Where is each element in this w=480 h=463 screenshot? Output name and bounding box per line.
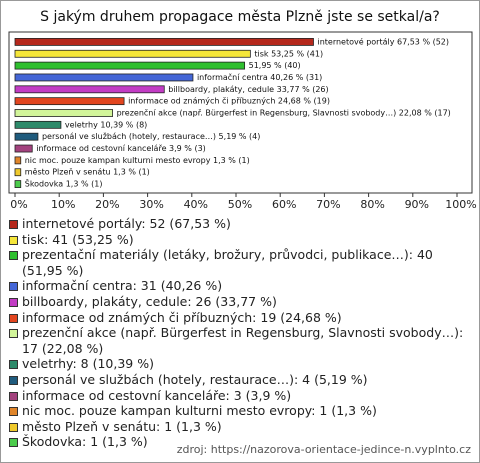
legend-item: Škodovka: 1 (1,3 %)	[9, 434, 471, 450]
x-tick-label: 100%	[445, 198, 476, 211]
chart: S jakým druhem propagace města Plzně jst…	[8, 9, 477, 211]
legend-swatch	[9, 438, 18, 448]
bar	[14, 61, 246, 70]
bar	[14, 73, 194, 82]
x-tick-label: 0%	[10, 198, 27, 211]
legend-label: prezentační materiály (letáky, brožury, …	[22, 247, 433, 278]
legend-item: prezenční akce (např. Bürgerfest in Rege…	[9, 325, 471, 356]
legend-swatch	[9, 407, 18, 417]
legend-item: informace od známých či příbuzných: 19 (…	[9, 310, 471, 326]
x-tick-label: 70%	[316, 198, 340, 211]
value-label: personál ve službách (hotely, restaurace…	[42, 132, 260, 141]
legend-label: tisk: 41 (53,25 %)	[22, 231, 134, 247]
legend-item: nic moc. pouze kampan kulturni mesto evr…	[9, 403, 471, 419]
value-label: Škodovka 1,3 % (1)	[25, 178, 103, 189]
legend-swatch	[9, 360, 18, 370]
value-label: město Plzeň v senátu 1,3 % (1)	[25, 167, 150, 177]
legend-swatch	[9, 329, 18, 339]
legend-label: informace od známých či příbuzných: 19 (…	[22, 309, 342, 325]
x-tick-label: 30%	[139, 198, 163, 211]
legend-item: veletrhy: 8 (10,39 %)	[9, 356, 471, 372]
legend-swatch	[9, 391, 18, 401]
legend-swatch	[9, 235, 18, 245]
legend-swatch	[9, 282, 18, 292]
x-tick-label: 40%	[184, 198, 208, 211]
bar	[14, 132, 39, 141]
legend-label: Škodovka: 1 (1,3 %)	[22, 434, 148, 450]
legend-swatch	[9, 375, 18, 385]
x-tick-label: 20%	[95, 198, 119, 211]
legend-label: informace od cestovní kanceláře: 3 (3,9 …	[22, 387, 292, 403]
x-tick-label: 90%	[405, 198, 429, 211]
legend-label: nic moc. pouze kampan kulturni mesto evr…	[22, 403, 377, 419]
legend-label: prezenční akce (např. Bürgerfest in Rege…	[22, 325, 464, 356]
legend-label: veletrhy: 8 (10,39 %)	[22, 356, 154, 372]
legend-swatch	[9, 251, 18, 261]
value-label: informace od cestovní kanceláře 3,9 % (3…	[36, 144, 206, 153]
legend-swatch	[9, 220, 18, 229]
value-label: tisk 53,25 % (41)	[254, 49, 323, 58]
value-label: prezenční akce (např. Bürgerfest in Rege…	[117, 108, 451, 118]
legend-swatch	[9, 422, 18, 432]
x-tick-label: 60%	[272, 198, 296, 211]
legend-item: billboardy, plakáty, cedule: 26 (33,77 %…	[9, 294, 471, 310]
bar	[14, 120, 62, 129]
value-label: internetové portály 67,53 % (52)	[317, 36, 449, 46]
legend-item: tisk: 41 (53,25 %)	[9, 232, 471, 248]
legend-label: billboardy, plakáty, cedule: 26 (33,77 %…	[22, 293, 277, 309]
x-tick-label: 50%	[228, 198, 252, 211]
bar	[14, 180, 22, 188]
value-label: veletrhy 10,39 % (8)	[65, 120, 147, 129]
legend-item: informační centra: 31 (40,26 %)	[9, 278, 471, 294]
legend-item: prezentační materiály (letáky, brožury, …	[9, 247, 471, 278]
value-label: billboardy, plakáty, cedule 33,77 % (26)	[168, 85, 328, 94]
legend-swatch	[9, 313, 18, 323]
bar	[14, 109, 113, 117]
value-label: informační centra 40,26 % (31)	[197, 72, 322, 82]
legend-item: město Plzeň v senátu: 1 (1,3 %)	[9, 419, 471, 435]
x-tick-label: 80%	[360, 198, 384, 211]
legend-item: personál ve službách (hotely, restaurace…	[9, 372, 471, 388]
legend-swatch	[9, 297, 18, 307]
x-tick-label: 10%	[51, 198, 75, 211]
chart-title: S jakým druhem propagace města Plzně jst…	[40, 9, 440, 25]
bar	[14, 144, 33, 153]
legend: internetové portály: 52 (67,53 %) tisk: 4…	[9, 216, 471, 450]
legend-item: informace od cestovní kanceláře: 3 (3,9 …	[9, 388, 471, 404]
value-label: 51,95 % (40)	[249, 61, 301, 70]
value-label: informace od známých či příbuzných 24,68…	[128, 96, 330, 106]
bar	[14, 97, 125, 106]
legend-label: internetové portály: 52 (67,53 %)	[22, 216, 231, 231]
legend-label: personál ve službách (hotely, restaurace…	[22, 371, 368, 387]
bar	[14, 85, 165, 94]
value-label: nic moc. pouze kampan kulturni mesto evr…	[25, 156, 250, 165]
source: zdroj: https://nazorova-orientace-jedinc…	[176, 443, 471, 456]
legend-item: internetové portály: 52 (67,53 %)	[9, 216, 471, 232]
legend-label: město Plzeň v senátu: 1 (1,3 %)	[22, 418, 222, 434]
bar	[14, 49, 251, 58]
bar	[14, 168, 22, 177]
bar	[14, 38, 314, 46]
legend-label: informační centra: 31 (40,26 %)	[22, 278, 223, 294]
bar	[14, 156, 22, 165]
